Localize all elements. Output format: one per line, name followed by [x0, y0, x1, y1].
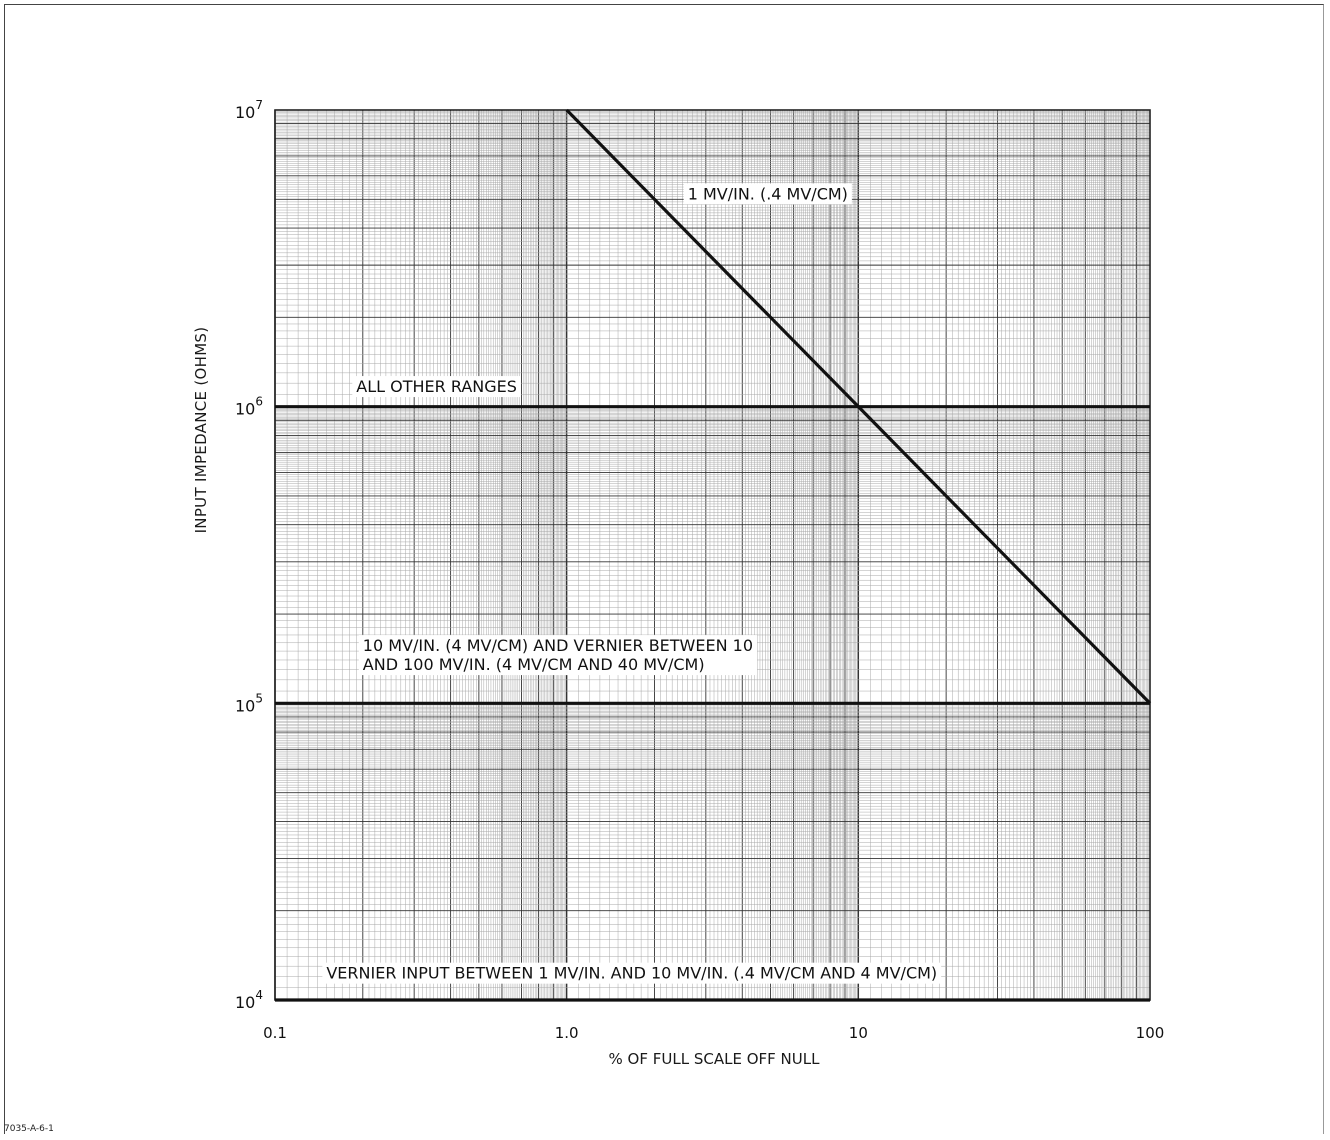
y-tick-label: 107	[235, 98, 263, 122]
annotation-background	[322, 962, 942, 984]
x-tick-label: 100	[1136, 1024, 1165, 1042]
y-tick-label: 105	[235, 691, 263, 715]
chart-annotations: 1 MV/IN. (.4 MV/CM) ALL OTHER RANGES 10 MV…	[322, 183, 942, 984]
series-annotation-4: VERNIER INPUT BETWEEN 1 MV/IN. AND 10 MV…	[322, 962, 942, 984]
y-axis-label: INPUT IMPEDANCE (OHMS)	[192, 326, 210, 534]
series-annotation-2: ALL OTHER RANGES	[352, 376, 521, 398]
x-axis-label: % OF FULL SCALE OFF NULL	[609, 1050, 821, 1068]
annotation-text: VERNIER INPUT BETWEEN 1 MV/IN. AND 10 MV…	[326, 964, 937, 983]
y-tick-label: 106	[235, 395, 263, 419]
y-tick-label: 104	[235, 988, 263, 1012]
figure-frame	[4, 4, 1324, 1134]
chart-ticks: 0.1 1.0 10 100 104 105 106 107	[235, 98, 1164, 1042]
annotation-text: AND 100 MV/IN. (4 MV/CM AND 40 MV/CM)	[363, 655, 705, 674]
x-tick-label: 0.1	[263, 1024, 287, 1042]
annotation-text: ALL OTHER RANGES	[356, 377, 517, 396]
annotation-text: 1 MV/IN. (.4 MV/CM)	[688, 184, 848, 203]
figure-id: 7035-A-6-1	[4, 1124, 54, 1134]
annotation-text: 10 MV/IN. (4 MV/CM) AND VERNIER BETWEEN …	[363, 636, 753, 655]
annotation-background	[352, 376, 521, 398]
annotation-background	[683, 183, 852, 205]
x-tick-label: 1.0	[555, 1024, 579, 1042]
annotation-background	[358, 635, 758, 676]
chart-grid	[274, 109, 1151, 1001]
x-tick-label: 10	[849, 1024, 868, 1042]
series-annotation-1: 1 MV/IN. (.4 MV/CM)	[683, 183, 852, 205]
chart-series	[275, 108, 1152, 1002]
series-annotation-3: 10 MV/IN. (4 MV/CM) AND VERNIER BETWEEN …	[358, 635, 758, 676]
